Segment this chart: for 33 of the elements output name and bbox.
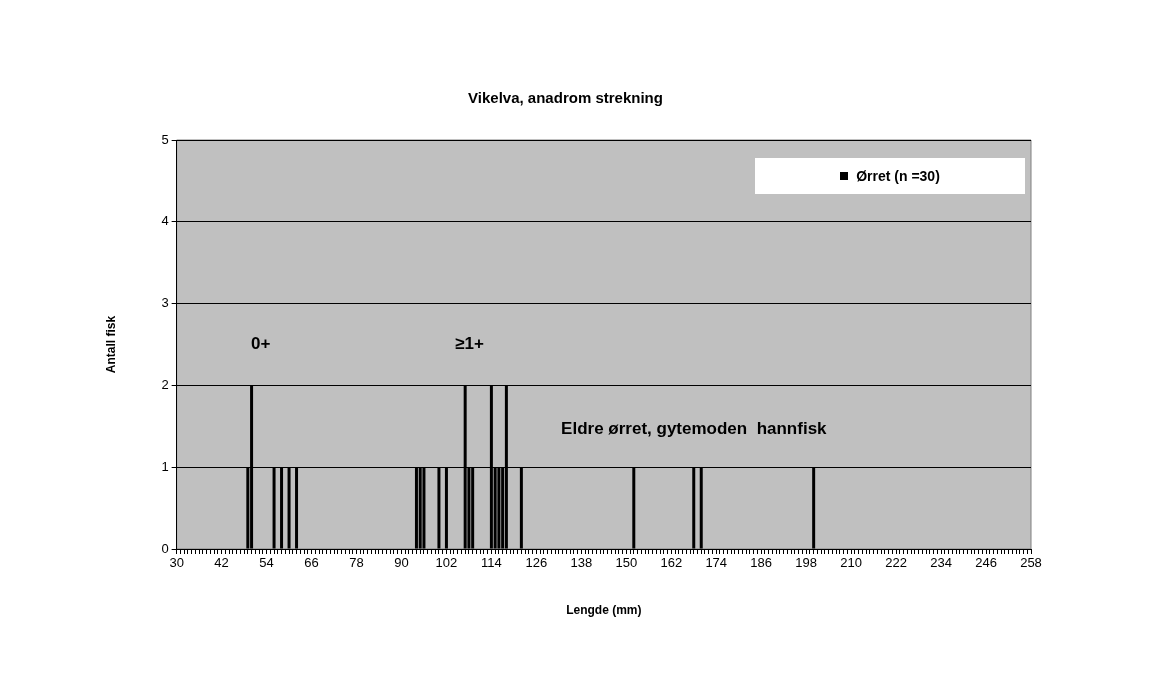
x-tick-label: 138 <box>570 555 593 571</box>
legend-label: Ørret (n =30) <box>856 168 940 184</box>
x-tick-label: 102 <box>435 555 458 571</box>
x-tick-label: 78 <box>349 555 364 571</box>
x-tick-label: 42 <box>214 555 229 571</box>
x-tick-label: 186 <box>750 555 773 571</box>
x-tick-label: 114 <box>481 555 502 571</box>
annotation: ≥1+ <box>455 333 484 353</box>
x-tick-label: 126 <box>525 555 548 571</box>
x-tick-label: 210 <box>840 555 862 571</box>
annotation: 0+ <box>250 333 271 353</box>
x-tick-label: 198 <box>795 555 818 571</box>
x-tick-label: 246 <box>975 555 997 571</box>
y-tick-label: 1 <box>161 458 169 474</box>
x-tick-label: 258 <box>1020 555 1042 571</box>
annotation: Eldre ørret, gytemoden hannfisk <box>561 419 828 439</box>
y-axis-title: Antall fisk <box>103 315 118 374</box>
chart-title: Vikelva, anadrom strekning <box>468 89 663 107</box>
x-tick-label: 30 <box>169 555 184 571</box>
y-tick-label: 4 <box>161 213 169 229</box>
x-tick-label: 90 <box>394 555 409 571</box>
y-tick-label: 2 <box>161 376 169 392</box>
y-tick-label: 3 <box>161 295 169 311</box>
x-axis-title: Lengde (mm) <box>566 603 642 618</box>
y-tick-label: 0 <box>161 540 169 556</box>
x-tick-label: 150 <box>615 555 638 571</box>
x-tick-label: 66 <box>304 555 319 571</box>
x-tick-label: 174 <box>705 555 728 571</box>
x-tick-label: 222 <box>885 555 907 571</box>
x-tick-label: 234 <box>930 555 952 571</box>
y-tick-label: 5 <box>161 131 169 147</box>
x-tick-label: 162 <box>660 555 683 571</box>
x-tick-label: 54 <box>259 555 274 571</box>
